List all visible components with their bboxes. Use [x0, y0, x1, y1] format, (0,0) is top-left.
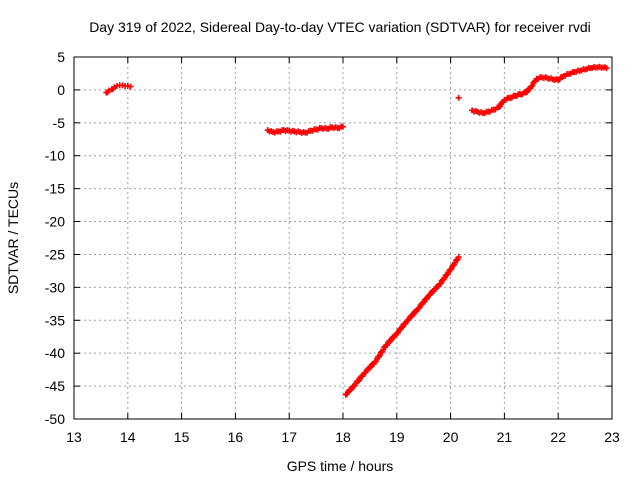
y-tick-label: -10: [45, 148, 65, 164]
x-tick-label: 20: [443, 429, 459, 445]
data-point: [127, 83, 134, 90]
data-series: [103, 63, 610, 398]
data-point: [340, 123, 346, 130]
data-point: [455, 254, 462, 261]
y-tick-label: -5: [53, 115, 66, 131]
x-tick-label: 14: [120, 429, 136, 445]
data-point: [447, 266, 454, 273]
y-tick-label: -25: [45, 246, 65, 262]
y-tick-label: -45: [45, 378, 65, 394]
x-tick-label: 18: [335, 429, 351, 445]
x-tick-label: 22: [550, 429, 566, 445]
axis-ticks: 13 14 15 16 17 18 19 20 21 22 23 5 0 -5 -10 -15 -20 -25 -3…: [45, 49, 620, 445]
data-point: [347, 387, 354, 394]
y-tick-label: -15: [45, 181, 65, 197]
data-point: [603, 65, 610, 72]
y-tick-label: 0: [57, 82, 65, 98]
x-tick-label: 21: [497, 429, 513, 445]
y-tick-label: -35: [45, 312, 65, 328]
data-point: [455, 94, 462, 101]
x-axis-label: GPS time / hours: [287, 458, 394, 474]
y-tick-label: 5: [57, 49, 65, 65]
data-point: [528, 83, 535, 90]
y-tick-label: -40: [45, 345, 65, 361]
x-tick-label: 15: [174, 429, 190, 445]
x-tick-label: 13: [66, 429, 82, 445]
y-tick-label: -30: [45, 279, 65, 295]
data-point: [355, 378, 362, 385]
y-tick-label: -50: [45, 411, 65, 427]
x-tick-label: 23: [604, 429, 620, 445]
x-tick-label: 19: [389, 429, 405, 445]
y-tick-label: -20: [45, 214, 65, 230]
data-point: [366, 365, 373, 372]
x-tick-label: 16: [228, 429, 244, 445]
chart-title: Day 319 of 2022, Sidereal Day-to-day VTE…: [89, 19, 591, 35]
y-axis-label: SDTVAR / TECUs: [5, 182, 21, 294]
grid: [74, 57, 612, 419]
x-tick-label: 17: [281, 429, 297, 445]
